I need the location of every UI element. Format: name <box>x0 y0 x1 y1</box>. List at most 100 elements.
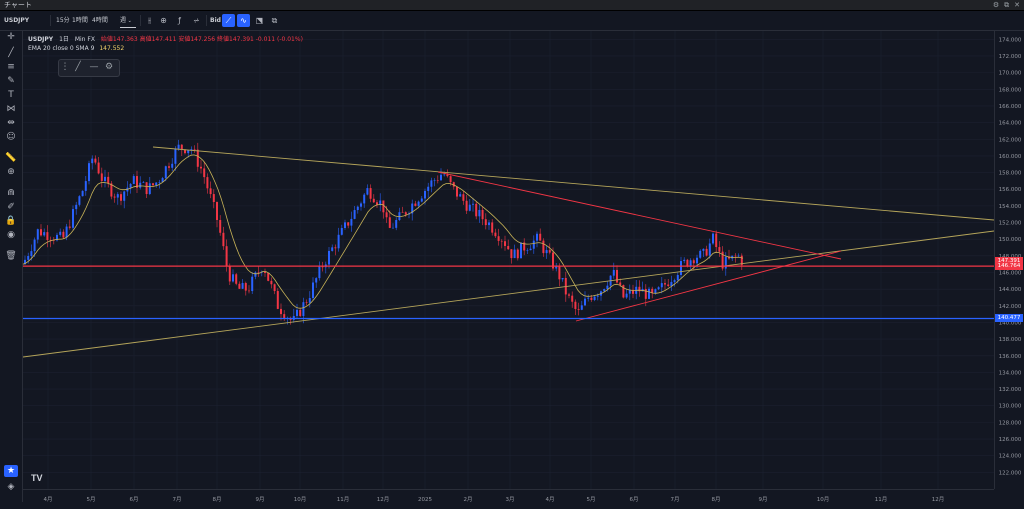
candle-body <box>164 166 167 179</box>
interval-1h[interactable]: 1時間 <box>72 17 88 24</box>
x-tick-label: 11月 <box>337 496 350 503</box>
crosshair-icon[interactable]: ✛ <box>7 32 15 42</box>
settings-icon[interactable]: ⚙ <box>104 62 114 72</box>
interval-4h[interactable]: 4時間 <box>92 17 108 24</box>
ruler-icon[interactable]: 📏 <box>5 153 17 163</box>
candle-body <box>91 158 94 164</box>
candle-body <box>216 202 218 220</box>
popout-icon[interactable]: ⧉ <box>1004 1 1010 9</box>
line-icon[interactable]: — <box>89 62 99 72</box>
favorites-star-icon[interactable]: ★ <box>4 465 18 477</box>
indicators-icon[interactable]: ƒ <box>178 16 181 25</box>
trendline-icon[interactable]: ╱ <box>8 48 14 58</box>
chart-toolbar: USDJPY 15分 1時間 4時間 週 ⌄ ⫲ ⊕ ƒ ⩫ Bid ⟋ ∿ ⬔… <box>0 11 1024 31</box>
candle-body <box>590 297 593 300</box>
price-axis-svg: 174.000 172.000 170.000 168.000 166.000 164.0… <box>999 37 1022 476</box>
indicator-label[interactable]: EMA 20 close 0 SMA 9 <box>28 45 95 52</box>
measure-icon[interactable]: ⇹ <box>7 118 15 128</box>
ema-line[interactable] <box>22 154 744 309</box>
candle-body <box>228 266 231 282</box>
candle-body <box>433 180 436 181</box>
candle-body <box>360 203 362 207</box>
candle-body <box>257 272 260 274</box>
close-icon[interactable]: ✕ <box>1014 1 1020 9</box>
candle-body <box>622 285 625 298</box>
legend-symbol[interactable]: USDJPY <box>28 36 54 43</box>
time-axis[interactable]: 4月 5月 6月 7月 8月 9月 10月 11月 12月 2025 2月 3月 4月 5月 6月 7月 8月 9… <box>23 489 994 503</box>
candle-body <box>478 209 481 217</box>
lower-yellow-trendline[interactable] <box>22 230 995 358</box>
layout-icon[interactable]: ⧉ <box>271 16 278 25</box>
lower-red-trendline[interactable] <box>575 250 842 322</box>
add-indicator-icon[interactable]: ⊕ <box>160 16 167 25</box>
text-icon[interactable]: T <box>8 90 14 100</box>
x-tick-label: 4月 <box>44 496 53 503</box>
upper-yellow-trendline[interactable] <box>152 146 995 221</box>
symbol-selector[interactable]: USDJPY <box>4 17 30 24</box>
candle-body <box>612 269 615 276</box>
candle-body <box>686 259 689 267</box>
candle-body <box>692 260 695 264</box>
y-tick-label: 160.000 <box>999 154 1022 160</box>
candle-type-icon[interactable]: ⫲ <box>148 16 151 25</box>
y-tick-label: 168.000 <box>999 87 1022 93</box>
candle-body <box>414 203 417 206</box>
time-axis-svg: 4月 5月 6月 7月 8月 9月 10月 11月 12月 2025 2月 3月 4月 5月 6月 7月 8月 9… <box>44 496 945 503</box>
drag-handle-icon[interactable]: ⋮ <box>60 62 70 72</box>
candle-body <box>273 284 276 292</box>
trash-icon[interactable]: 🗑 <box>5 251 17 261</box>
price-type-bid[interactable]: Bid <box>210 17 221 24</box>
legend-interval: 1日 <box>59 36 69 43</box>
candle-body <box>36 229 39 240</box>
line-chart-icon[interactable]: ⟋ <box>222 14 235 27</box>
candle-body <box>299 309 302 316</box>
brush-icon[interactable]: ✎ <box>7 76 15 86</box>
period-dropdown[interactable]: 週 ⌄ <box>120 14 136 28</box>
magnet-icon[interactable]: ⋒ <box>7 188 15 198</box>
candle-body <box>644 288 647 299</box>
emoji-icon[interactable]: ☺ <box>6 132 16 142</box>
lock-drawing-icon[interactable]: ✐ <box>7 202 15 212</box>
fib-icon[interactable]: ≡ <box>7 62 15 72</box>
pattern-icon[interactable]: ⋈ <box>6 104 16 114</box>
lock-icon[interactable]: 🔒 <box>5 216 17 226</box>
zoom-icon[interactable]: ⊕ <box>7 167 15 177</box>
candle-body <box>264 271 266 274</box>
candle-body <box>545 250 548 254</box>
candle-body <box>100 173 103 181</box>
layers-icon[interactable]: ◈ <box>7 482 15 492</box>
object-tree-icon[interactable]: ⬔ <box>255 16 264 25</box>
candle-body <box>552 252 554 269</box>
candle-body <box>708 243 711 256</box>
candle-body <box>369 188 372 199</box>
eye-icon[interactable]: ◉ <box>7 230 15 240</box>
chart-pane[interactable]: TV <box>22 31 995 489</box>
candle-body <box>222 232 225 247</box>
candle-body <box>388 217 391 228</box>
upper-red-trendline[interactable] <box>437 171 842 260</box>
candle-body <box>152 183 154 186</box>
candle-body <box>539 233 542 241</box>
legend-ohlc: 始値147.363 高値147.411 安値147.256 終値147.391 … <box>100 36 303 43</box>
x-tick-label: 2025 <box>418 497 432 503</box>
interval-15m[interactable]: 15分 <box>56 17 70 24</box>
candle-body <box>340 228 343 235</box>
candle-body <box>187 150 190 154</box>
candle-body <box>184 149 186 154</box>
candle-body <box>715 233 718 248</box>
candle-body <box>577 308 580 310</box>
settings-icon[interactable]: ⚙ <box>992 1 1000 9</box>
candle-body <box>24 259 26 265</box>
pen-icon[interactable]: ╱ <box>75 62 81 72</box>
candle-body <box>337 234 340 249</box>
y-tick-label: 128.000 <box>999 420 1022 426</box>
candle-body <box>62 231 65 238</box>
x-tick-label: 9月 <box>759 496 768 503</box>
candle-body <box>110 183 113 197</box>
candle-body <box>56 234 58 241</box>
price-chart-svg[interactable]: TV <box>22 31 995 489</box>
candle-body <box>484 219 487 226</box>
compare-icon[interactable]: ⩫ <box>193 16 200 25</box>
candle-body <box>584 298 586 306</box>
wave-chart-icon[interactable]: ∿ <box>237 14 250 27</box>
